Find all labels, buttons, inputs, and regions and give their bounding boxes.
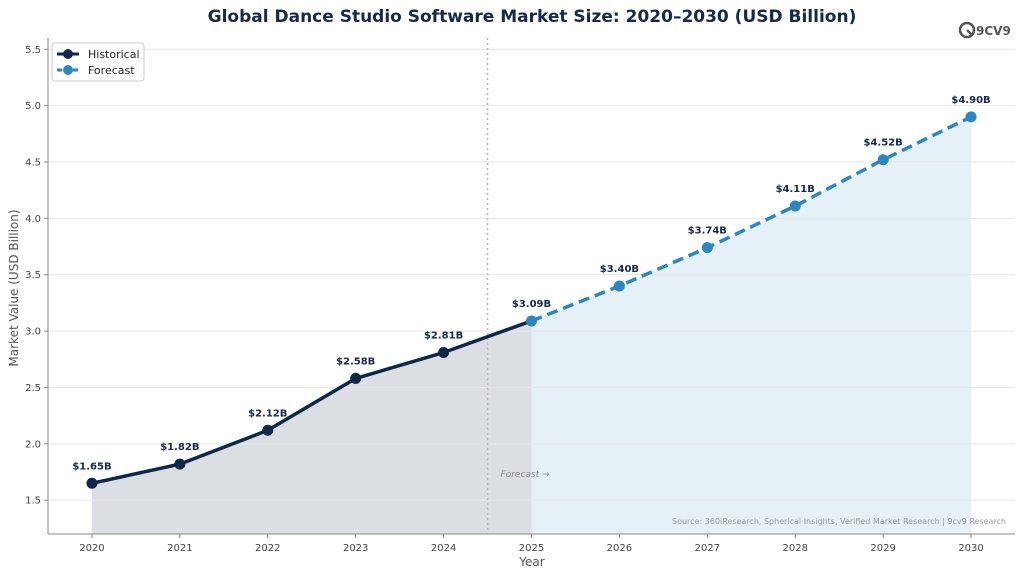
y-tick-label: 3.0 [25,327,41,338]
x-tick-label: 2023 [343,543,368,554]
y-tick-label: 5.0 [25,101,41,112]
legend: Historical Forecast [51,42,145,82]
data-label: $3.40B [600,264,639,275]
forecast-point [965,111,977,123]
forecast-point [877,154,889,166]
y-tick-label: 3.5 [25,270,41,281]
x-tick-label: 2027 [695,543,720,554]
historical-series-line [91,319,533,485]
data-label: $4.52B [864,138,903,149]
y-tick-label: 4.0 [25,214,41,225]
forecast-point [526,315,537,327]
x-tick-label: 2026 [607,543,632,554]
x-tick-label: 2021 [167,543,192,554]
logo-text: 9CV9 [976,24,1011,38]
chart-title: Global Dance Studio Software Market Size… [208,7,857,27]
historical-area-fill [91,320,532,534]
forecast-point [613,280,625,292]
y-tick-label: 1.5 [25,496,41,507]
forecast-point [789,200,801,212]
logo-mark-icon [958,21,976,39]
y-tick-label: 2.0 [25,439,41,450]
legend-historical-marker [63,49,73,59]
data-label: $2.58B [336,356,375,367]
data-label: $1.65B [72,461,111,472]
data-label: $2.12B [248,408,287,419]
forecast-area-fill [531,116,972,534]
logo: 9CV9 [958,21,1011,39]
historical-point [174,458,186,470]
data-label: $3.74B [688,226,727,237]
forecast-annotation: Forecast → [501,470,550,480]
data-label: $1.82B [160,442,199,453]
area-fill-layer [91,116,972,534]
historical-point [86,477,98,489]
grid-layer [48,48,1015,501]
historical-point [262,424,274,436]
x-tick-label: 2029 [870,543,895,554]
x-tick-label: 2022 [255,543,280,554]
axes-layer: 1.5 2.0 2.5 3.0 3.5 4.0 4.5 5.0 5.5 2020 2021 2022 2… [25,38,1015,554]
forecast-point [701,242,713,254]
legend-historical-label: Historical [88,48,140,61]
legend-forecast-marker [63,65,73,75]
series-points-layer [86,111,977,489]
y-axis-title: Market Value (USD Billion) [7,209,21,366]
source-note: Source: 360iResearch, Spherical Insights… [672,517,1006,526]
x-axis-title: Year [518,555,544,569]
forecast-series-line [530,115,972,323]
legend-forecast-label: Forecast [88,64,135,77]
y-tick-label: 2.5 [25,383,41,394]
data-labels-layer: $1.65B $1.82B $2.12B $2.58B $2.81B $3.09B $3.4… [72,95,990,472]
data-label: $4.90B [951,95,990,106]
x-tick-label: 2025 [519,543,544,554]
data-label: $2.81B [424,331,463,342]
x-tick-label: 2028 [783,543,808,554]
x-tick-label: 2020 [79,543,104,554]
y-tick-label: 4.5 [25,158,41,169]
x-tick-label: 2030 [958,543,983,554]
series-lines-layer [91,115,972,485]
historical-point [350,372,362,384]
historical-point [438,347,450,359]
x-tick-label: 2024 [431,543,456,554]
y-tick-label: 5.5 [25,45,41,56]
data-label: $3.09B [512,299,551,310]
data-label: $4.11B [776,184,815,195]
logo-mark-tail-icon [966,29,973,36]
